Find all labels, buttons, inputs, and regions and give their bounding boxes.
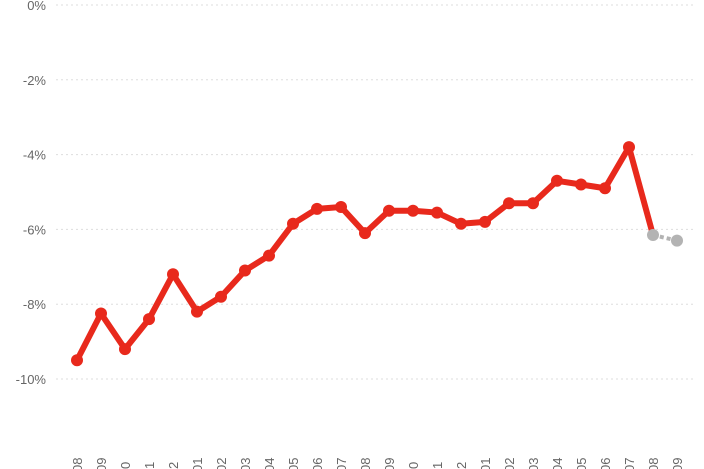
data-point[interactable] (671, 234, 683, 247)
series-line (74, 144, 656, 362)
data-point[interactable] (431, 206, 443, 219)
data-point[interactable] (239, 264, 251, 277)
x-tick-label: 03 (238, 458, 253, 469)
x-tick-label: 05 (286, 458, 301, 469)
data-point[interactable] (263, 249, 275, 262)
x-tick-label: 07 (622, 458, 637, 469)
y-tick-label: -10% (16, 372, 47, 387)
x-tick-label: 01 (478, 458, 493, 469)
data-point[interactable] (623, 141, 635, 154)
x-tick-label: 0 (406, 462, 421, 469)
data-point[interactable] (119, 343, 131, 356)
x-tick-label: 06 (598, 458, 613, 469)
data-point[interactable] (599, 182, 611, 195)
x-tick-label: 04 (262, 458, 277, 469)
data-point[interactable] (335, 200, 347, 213)
data-point[interactable] (287, 217, 299, 230)
data-point[interactable] (551, 174, 563, 187)
x-tick-label: 06 (310, 458, 325, 469)
x-tick-label: 08 (358, 458, 373, 469)
x-tick-label: 04 (550, 458, 565, 469)
x-tick-label: 07 (334, 458, 349, 469)
data-point[interactable] (527, 197, 539, 210)
x-tick-label: 08 (70, 458, 85, 469)
x-tick-label: 03 (526, 458, 541, 469)
x-tick-label: 02 (502, 458, 517, 469)
data-point[interactable] (311, 202, 323, 215)
data-point[interactable] (71, 354, 83, 367)
data-point[interactable] (191, 305, 203, 318)
data-point[interactable] (575, 178, 587, 191)
x-tick-label: 1 (430, 462, 445, 469)
x-tick-label: 09 (670, 458, 685, 469)
data-point[interactable] (383, 204, 395, 217)
x-tick-label: 09 (382, 458, 397, 469)
x-tick-label: 2 (166, 462, 181, 469)
data-point[interactable] (167, 268, 179, 281)
data-point[interactable] (359, 227, 371, 240)
data-point[interactable] (143, 313, 155, 326)
y-tick-label: -2% (23, 73, 47, 88)
y-tick-label: 0% (27, 0, 46, 13)
x-tick-label: 09 (94, 458, 109, 469)
x-tick-label: 05 (574, 458, 589, 469)
x-tick-label: 02 (214, 458, 229, 469)
x-tick-label: 2 (454, 462, 469, 469)
x-tick-label: 08 (646, 458, 661, 469)
y-tick-label: -6% (23, 222, 47, 237)
x-tick-label: 01 (190, 458, 205, 469)
y-tick-label: -8% (23, 297, 47, 312)
data-point[interactable] (479, 215, 491, 228)
data-point[interactable] (455, 217, 467, 230)
y-tick-label: -4% (23, 148, 47, 163)
data-point[interactable] (95, 307, 107, 320)
x-tick-label: 0 (118, 462, 133, 469)
data-point[interactable] (503, 197, 515, 210)
data-point[interactable] (215, 290, 227, 303)
data-point[interactable] (647, 229, 659, 242)
x-tick-label: 1 (142, 462, 157, 469)
data-point[interactable] (407, 204, 419, 217)
